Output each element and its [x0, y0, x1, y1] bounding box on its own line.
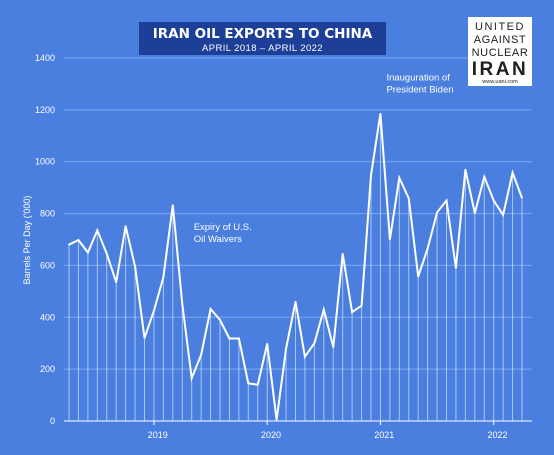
- data-point: [464, 168, 467, 171]
- logo-line-nuclear: NUCLEAR: [472, 47, 529, 59]
- data-point: [398, 176, 401, 179]
- chart-subtitle: APRIL 2018 – APRIL 2022: [202, 43, 323, 54]
- data-point: [68, 243, 70, 246]
- logo-line-iran: IRAN: [472, 59, 528, 80]
- data-point: [294, 300, 297, 303]
- data-point: [426, 247, 429, 250]
- annotation-text: Expiry of U.S.: [194, 222, 252, 233]
- y-tick-label: 600: [40, 260, 55, 270]
- data-point: [190, 377, 193, 380]
- data-point: [134, 265, 136, 268]
- data-point: [219, 319, 221, 321]
- data-point: [181, 303, 184, 306]
- title-box: [139, 22, 386, 55]
- data-point: [445, 199, 448, 202]
- data-point: [209, 308, 212, 310]
- data-point: [304, 355, 306, 358]
- data-point: [256, 383, 259, 386]
- logo-background: [468, 17, 532, 86]
- data-point: [87, 251, 89, 254]
- annotation-text: President Biden: [386, 85, 453, 96]
- data-point: [266, 342, 268, 345]
- x-tick-label: 2020: [261, 430, 281, 440]
- data-point: [200, 354, 202, 356]
- x-tick-label: 2019: [148, 430, 168, 440]
- data-point: [105, 252, 108, 255]
- data-point: [483, 175, 486, 178]
- data-point: [228, 337, 231, 340]
- data-point: [238, 337, 240, 340]
- uani-logo: UNITED AGAINST NUCLEAR IRAN www.uani.com: [468, 17, 532, 86]
- axis-layer: 0 200 400 600 800 1000 1200 1400 2019 2020 2021 202…: [35, 53, 532, 440]
- series-line-layer: [68, 112, 523, 421]
- data-point: [436, 211, 438, 214]
- logo-url: www.uani.com: [481, 79, 518, 85]
- data-point: [153, 310, 155, 312]
- y-tick-label: 1000: [35, 157, 55, 167]
- data-point: [511, 171, 514, 174]
- y-tick-label: 200: [40, 364, 55, 374]
- data-point: [96, 229, 99, 232]
- data-point: [360, 304, 363, 307]
- y-tick-label: 400: [40, 312, 55, 322]
- data-point: [323, 308, 325, 311]
- data-point: [313, 342, 316, 345]
- data-point: [521, 197, 523, 199]
- drop-line-layer: [68, 113, 523, 421]
- data-point: [143, 337, 146, 339]
- annotation-text: Inauguration of: [386, 73, 450, 84]
- x-tick-label: 2022: [487, 430, 507, 440]
- data-point: [407, 197, 410, 200]
- data-point: [351, 311, 353, 313]
- y-tick-label: 1400: [35, 53, 55, 63]
- data-point: [502, 214, 504, 216]
- y-tick-label: 800: [40, 209, 55, 219]
- logo-line-united: UNITED: [475, 21, 525, 33]
- annotation-layer: Expiry of U.S.Oil Waivers Inauguration of…: [194, 73, 454, 245]
- data-point: [417, 275, 419, 278]
- data-point: [492, 199, 495, 202]
- data-point: [124, 225, 127, 227]
- data-point: [389, 238, 391, 241]
- data-point: [275, 418, 278, 421]
- y-tick-label: 1200: [35, 105, 55, 115]
- data-point: [379, 112, 382, 115]
- x-tick-label: 2021: [374, 430, 394, 440]
- data-point: [285, 347, 287, 350]
- data-point: [162, 276, 165, 278]
- data-point: [115, 281, 117, 284]
- y-tick-label: 0: [50, 416, 55, 426]
- data-point: [341, 252, 344, 255]
- data-point: [247, 382, 250, 385]
- data-point: [370, 174, 372, 176]
- chart-title: IRAN OIL EXPORTS TO CHINA: [153, 26, 373, 42]
- data-point: [455, 267, 457, 269]
- data-point: [172, 204, 174, 206]
- y-axis-label: Barrels Per Day ('000): [22, 196, 32, 285]
- data-point: [332, 346, 335, 348]
- logo-line-against: AGAINST: [474, 34, 527, 46]
- title-block: IRAN OIL EXPORTS TO CHINA APRIL 2018 – A…: [139, 22, 386, 55]
- data-point: [474, 212, 476, 214]
- data-point: [77, 239, 80, 241]
- annotation-text: Oil Waivers: [194, 234, 242, 245]
